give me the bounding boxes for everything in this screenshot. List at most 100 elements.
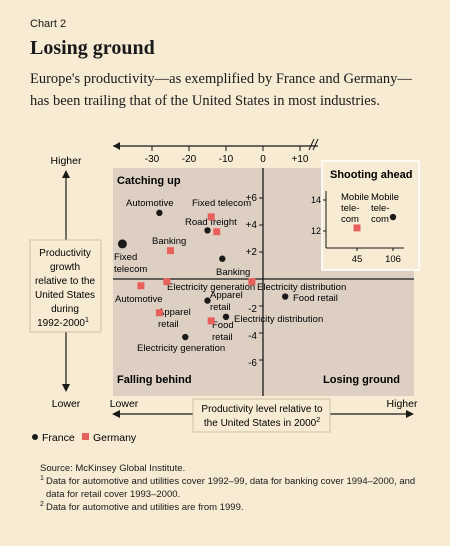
x-tick-label: -30 <box>145 154 160 165</box>
x-axis-title-line: the United States in 20002 <box>204 417 320 429</box>
x-tick-marks <box>151 146 301 151</box>
germany-point <box>155 309 163 317</box>
y-tick-label: -2 <box>248 304 257 315</box>
point-label: Electricity distribution <box>234 314 323 325</box>
point-labels: Automotive Fixed telecom Road freight Ba… <box>114 198 346 354</box>
germany-point <box>137 282 145 290</box>
x-axis-title-line: Productivity level relative to <box>201 404 323 415</box>
footnote-1-mark: 1 <box>40 475 44 482</box>
y-tick-label: +6 <box>246 193 258 204</box>
x-axis-right-label: Higher <box>387 398 418 410</box>
y-axis-title-line: growth <box>50 262 80 273</box>
inset-point-label: com <box>341 214 359 225</box>
y-axis-up-arrow <box>62 170 70 178</box>
point-label: telecom <box>114 264 147 275</box>
france-point <box>156 209 163 217</box>
footnote-2-mark: 2 <box>40 501 44 508</box>
y-axis-down-arrow <box>62 384 70 392</box>
x-axis-break-mark <box>312 138 319 151</box>
x-axis-left-label: Lower <box>110 398 139 410</box>
inset-y-tick-label: 12 <box>311 226 321 236</box>
y-axis-title-line: during <box>51 304 79 315</box>
france-point <box>182 333 189 341</box>
footnote-2: 2 Data for automotive and utilities are f… <box>40 501 420 514</box>
point-label: Banking <box>152 236 186 247</box>
germany-point <box>213 228 221 236</box>
point-label: Electricity distribution <box>257 282 346 293</box>
inset-point-label: com <box>371 214 389 225</box>
y-axis-title-line: United States <box>35 290 95 301</box>
data-points <box>117 209 289 341</box>
y-tick-labels: +6 +4 +2 -2 -4 -6 <box>246 193 258 369</box>
point-label: Automotive <box>115 294 163 305</box>
y-tick-marks <box>259 197 263 361</box>
y-axis-bottom-label: Lower <box>52 398 81 410</box>
x-tick-label: -20 <box>182 154 197 165</box>
inset-point-label: tele- <box>371 203 389 214</box>
y-tick-label: +4 <box>246 220 258 231</box>
quadrant-label-falling-behind: Falling behind <box>117 374 192 386</box>
point-label: Food <box>212 320 234 331</box>
footnote-2-text: Data for automotive and utilities are fr… <box>46 502 244 513</box>
legend: France Germany <box>32 432 137 444</box>
inset-x-tick-label: 45 <box>352 254 363 265</box>
chart-title: Losing ground <box>30 37 155 59</box>
chart-subtitle: Europe's productivity—as exemplified by … <box>30 71 412 109</box>
inset-y-tick-label: 14 <box>311 195 321 205</box>
point-label: Apparel <box>158 307 191 318</box>
x-tick-labels: -30 -20 -10 0 +10 <box>145 154 309 165</box>
x-axis-left-arrow <box>113 142 120 150</box>
x-level-right-arrow <box>406 410 414 418</box>
y-axis-title-line: 1992-20001 <box>37 317 89 329</box>
x-axis-title: Productivity level relative to the Unite… <box>201 404 323 429</box>
x-axis-title-box <box>192 398 331 433</box>
legend-france-marker <box>32 434 38 440</box>
x-tick-label: 0 <box>260 154 266 165</box>
legend-germany-marker <box>82 433 89 440</box>
germany-point <box>167 247 174 255</box>
point-label: Apparel <box>210 290 243 301</box>
footnotes: Source: McKinsey Global Institute. 1 Data… <box>40 462 420 514</box>
y-tick-label: +2 <box>246 247 258 258</box>
y-axis-title-line: relative to the <box>35 276 95 287</box>
point-label: retail <box>158 319 179 330</box>
point-label: retail <box>210 302 231 313</box>
inset-x-tick-label: 106 <box>385 254 401 265</box>
france-point <box>117 239 127 249</box>
x-axis-break-mark <box>308 138 315 151</box>
germany-point <box>207 317 215 325</box>
inset-data-points <box>353 213 397 232</box>
france-point <box>222 313 230 320</box>
inset-point-label: tele- <box>341 203 359 214</box>
france-point <box>219 255 226 262</box>
point-label: Food retail <box>293 293 338 304</box>
y-axis-title: Productivity growth relative to the Unit… <box>35 248 95 329</box>
chart-number: Chart 2 <box>30 18 67 30</box>
quadrant-label-losing-ground: Losing ground <box>323 374 400 386</box>
y-axis-top-label: Higher <box>51 155 82 167</box>
source-note: Source: McKinsey Global Institute. <box>40 463 186 474</box>
germany-point <box>207 213 215 221</box>
germany-point <box>248 278 256 286</box>
quadrant-label-catching-up: Catching up <box>117 175 181 187</box>
point-label: Electricity generation <box>167 282 255 293</box>
y-tick-label: -6 <box>248 358 257 369</box>
y-axis-title-box <box>29 239 102 333</box>
germany-point <box>163 278 171 286</box>
inset-box <box>321 160 420 271</box>
point-label: Automotive <box>126 198 174 209</box>
legend-germany-label: Germany <box>93 432 137 444</box>
point-label: Fixed telecom <box>192 198 251 209</box>
inset-germany-point <box>353 224 361 232</box>
france-point <box>282 293 289 300</box>
legend-france-label: France <box>42 432 75 444</box>
y-tick-label: -4 <box>248 331 257 342</box>
inset-labels: Mobile tele- com Mobile tele- com <box>341 192 399 225</box>
france-point <box>204 297 211 304</box>
inset-france-point <box>389 213 397 221</box>
footnote-1: 1 Data for automotive and utilities cover… <box>40 475 420 501</box>
x-level-left-arrow <box>112 410 120 418</box>
footnote-1-text: Data for automotive and utilities cover … <box>46 476 416 500</box>
france-point <box>204 227 211 234</box>
